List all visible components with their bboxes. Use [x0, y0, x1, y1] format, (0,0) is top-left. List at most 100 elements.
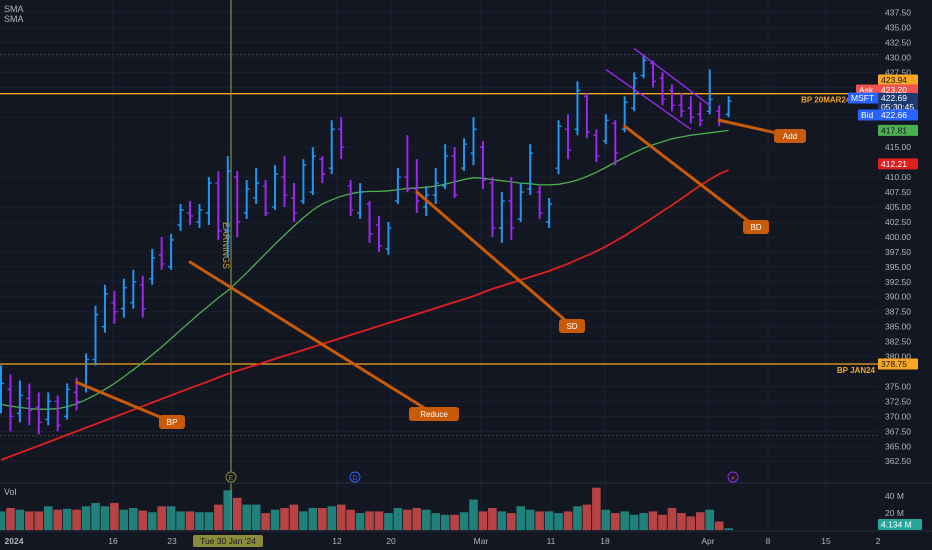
time-tick-label[interactable]: 15 — [821, 536, 831, 546]
volume-tick-label[interactable]: 20 M — [885, 508, 904, 518]
time-tick-label[interactable]: 18 — [600, 536, 610, 546]
price-tick-label[interactable]: 430.00 — [885, 52, 911, 62]
callout-label[interactable]: Add — [783, 132, 797, 141]
volume-bar — [686, 516, 696, 530]
price-tick-label[interactable]: 367.50 — [885, 426, 911, 436]
price-tick-label[interactable]: 380.00 — [885, 352, 911, 362]
ohlc-bar — [130, 269, 137, 309]
event-markers[interactable]: E D ✕ — [225, 471, 739, 483]
time-tick-label[interactable]: Mar — [474, 536, 489, 546]
price-tick-label[interactable]: 427.50 — [885, 67, 911, 77]
channel-line — [605, 68, 692, 130]
ohlc-bar — [149, 248, 156, 285]
volume-label[interactable]: Vol — [4, 487, 17, 497]
ohlc-bar — [243, 180, 250, 219]
ohlc-bar — [357, 183, 364, 219]
ohlc-bar — [565, 114, 571, 160]
callout-label[interactable]: Reduce — [420, 410, 448, 419]
price-tick-label[interactable]: 437.50 — [885, 8, 911, 18]
indicator-legend[interactable]: SMA SMA — [4, 4, 24, 24]
price-tick-label[interactable]: 405.00 — [885, 202, 911, 212]
time-tick-label[interactable]: Apr — [701, 536, 714, 546]
time-tick-label[interactable]: 12 — [332, 536, 342, 546]
time-axis[interactable]: 2024 16 23 Tue 30 Jan '24 12 20 Mar 11 18 Apr 8 15 2 — [0, 530, 932, 547]
earnings-label[interactable]: EARNINGS — [221, 222, 231, 269]
ohlc-bar — [234, 171, 241, 237]
time-tick-label[interactable]: 2 — [876, 536, 881, 546]
price-tick-label[interactable]: 382.50 — [885, 337, 911, 347]
callout-pointer — [75, 380, 174, 424]
volume-bar — [544, 511, 554, 530]
countdown-tag: 05:30:45 — [881, 102, 914, 112]
horizontal-level-label[interactable]: BP JAN24 — [837, 366, 876, 375]
volume-tick-label[interactable]: 40 M — [885, 491, 904, 501]
price-bars — [0, 54, 732, 435]
volume-bar — [308, 508, 318, 530]
volume-bar — [696, 512, 705, 530]
price-tick-label[interactable]: 370.00 — [885, 411, 911, 421]
volume-bar — [535, 511, 544, 530]
callout-label[interactable]: BP — [167, 418, 178, 427]
volume-bar — [677, 513, 686, 530]
volume-last-tag-bg — [878, 519, 922, 531]
sma-legend-1[interactable]: SMA — [4, 4, 24, 14]
event-marker-label[interactable]: E — [229, 475, 234, 482]
sma-slow-line — [0, 169, 729, 461]
volume-bar — [724, 528, 733, 530]
time-tick-label[interactable]: 23 — [167, 536, 177, 546]
horizontal-level-label[interactable]: BP 20MAR24+03AS — [801, 96, 876, 105]
volume-bar — [204, 512, 214, 530]
volume-bar — [450, 514, 459, 530]
price-tick-label[interactable]: 390.00 — [885, 292, 911, 302]
callouts[interactable]: BP Reduce SD BD Add — [75, 118, 806, 429]
callout-box — [559, 319, 585, 333]
bp-jan-tag-bg — [878, 358, 918, 370]
price-tick-label[interactable]: 387.50 — [885, 307, 911, 317]
volume-bar — [157, 506, 166, 530]
time-tick-label[interactable]: 8 — [766, 536, 771, 546]
price-tick-label[interactable]: 362.50 — [885, 456, 911, 466]
price-tick-label[interactable]: 365.00 — [885, 441, 911, 451]
volume-bar — [100, 506, 110, 530]
sma-legend-2[interactable]: SMA — [4, 14, 24, 24]
price-tick-label[interactable]: 400.00 — [885, 232, 911, 242]
volume-bars — [0, 482, 932, 530]
horizontal-levels[interactable]: BP 20MAR24+03AS BP JAN24 — [0, 93, 878, 375]
volume-bar — [72, 509, 81, 530]
symbol-tag: MSFT — [851, 93, 874, 103]
volume-last-tag: 4.134 M — [881, 520, 912, 530]
callout-label[interactable]: BD — [750, 223, 761, 232]
volume-bar — [261, 513, 270, 530]
price-tick-label[interactable]: 415.00 — [885, 142, 911, 152]
split-marker-glyph: ✕ — [730, 476, 735, 482]
price-tick-label[interactable]: 432.50 — [885, 37, 911, 47]
price-tick-label[interactable]: 372.50 — [885, 396, 911, 406]
time-tick-label[interactable]: 20 — [386, 536, 396, 546]
bid-label-tag: Bid — [861, 110, 874, 120]
time-tick-label[interactable]: 16 — [108, 536, 118, 546]
price-tick-label[interactable]: 385.00 — [885, 322, 911, 332]
ohlc-bar — [92, 305, 99, 366]
time-tick-label[interactable]: 2024 — [5, 536, 24, 546]
price-tick-label[interactable]: 375.00 — [885, 381, 911, 391]
falling-wedge-channel[interactable] — [605, 47, 711, 130]
volume-bar — [34, 511, 44, 530]
price-tick-label[interactable]: 410.00 — [885, 172, 911, 182]
price-tick-label[interactable]: 407.50 — [885, 187, 911, 197]
ohlc-bar — [546, 198, 553, 228]
time-tick-label[interactable]: 11 — [547, 536, 556, 546]
volume-bar — [459, 512, 469, 530]
callout-label[interactable]: SD — [566, 322, 577, 331]
price-tick-label[interactable]: 435.00 — [885, 23, 911, 33]
volume-bar — [629, 514, 639, 530]
price-tick-label[interactable]: 392.50 — [885, 277, 911, 287]
volume-bar — [592, 487, 601, 530]
time-cursor-label[interactable]: Tue 30 Jan '24 — [200, 536, 256, 546]
price-tick-label[interactable]: 397.50 — [885, 247, 911, 257]
callout-box — [774, 129, 806, 143]
volume-bar — [15, 509, 25, 530]
price-tick-label[interactable]: 402.50 — [885, 217, 911, 227]
event-marker-label[interactable]: D — [352, 475, 357, 482]
price-tick-label[interactable]: 395.00 — [885, 262, 911, 272]
